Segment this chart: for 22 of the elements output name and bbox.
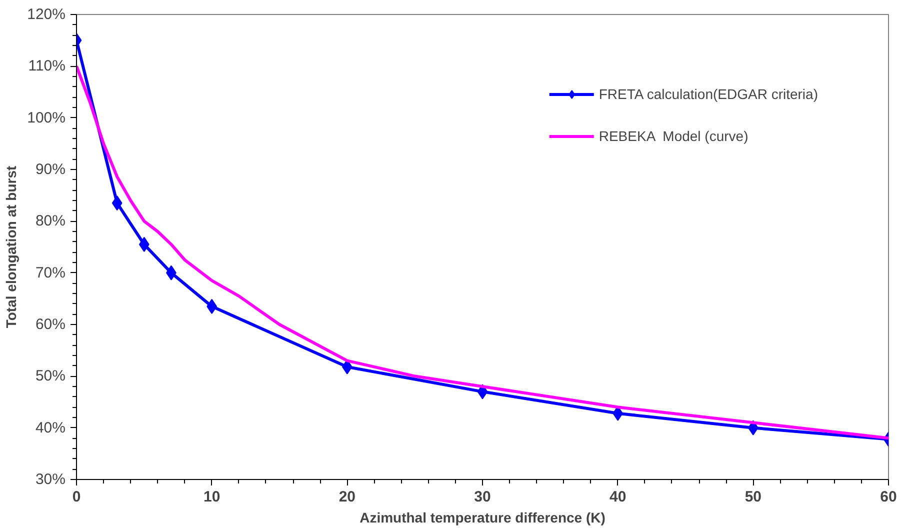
y-tick-label: 40% [35,419,66,436]
y-tick-label: 100% [27,109,66,126]
legend-label: REBEKA Model (curve) [598,128,748,144]
y-tick-label: 70% [35,264,66,282]
x-tick-label: 60 [880,488,897,506]
y-tick-label: 90% [35,161,66,178]
x-tick-label: 20 [338,488,356,506]
y-tick-label: 50% [35,368,66,385]
point [112,196,122,211]
y-tick-label: 30% [35,471,66,488]
y-tick-label: 120% [27,6,66,23]
x-tick-label: 0 [72,488,81,506]
x-axis-title: Azimuthal temperature difference (K) [360,510,606,526]
y-tick-label: 60% [35,316,66,333]
legend-label: FRETA calculation(EDGAR criteria) [598,86,818,102]
x-tick-label: 10 [203,488,220,506]
y-tick-label: 80% [35,212,66,230]
x-tick-label: 50 [744,488,762,506]
y-tick-label: 110% [28,58,66,75]
x-tick-label: 40 [609,488,626,506]
x-tick-label: 30 [474,488,491,506]
y-axis-title: Total elongation at burst [3,166,20,328]
